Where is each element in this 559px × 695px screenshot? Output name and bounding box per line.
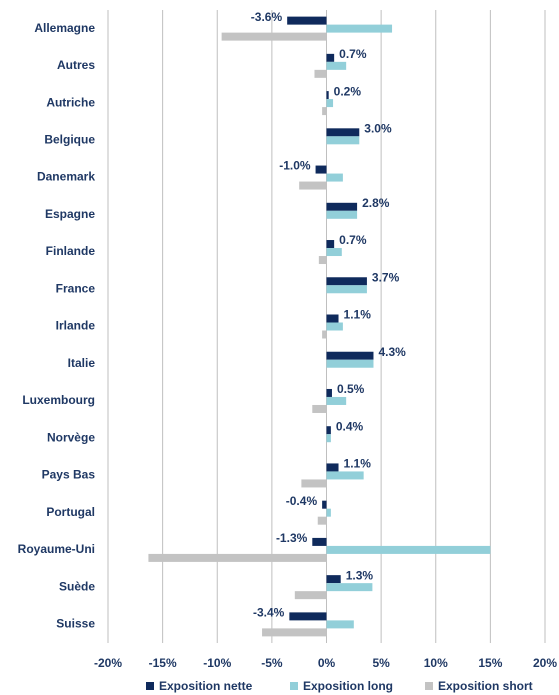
category-label: Finlande [46, 244, 96, 258]
bar [326, 61, 347, 70]
x-tick-label: 10% [424, 656, 448, 670]
bar [326, 351, 374, 360]
value-label: 0.4% [336, 419, 364, 433]
bar [326, 91, 329, 100]
bar [326, 285, 367, 294]
category-label: Espagne [45, 207, 95, 221]
x-tick-label: -20% [94, 656, 122, 670]
bar [326, 210, 358, 219]
category-label: Royaume-Uni [18, 542, 95, 556]
x-tick-label: -5% [261, 656, 283, 670]
category-label: Danemark [37, 170, 95, 184]
value-label: -1.0% [279, 159, 311, 173]
category-label: Irlande [56, 319, 96, 333]
value-label: 1.1% [344, 457, 372, 471]
x-tick-label: 5% [372, 656, 390, 670]
bar [326, 388, 332, 397]
category-label: Norvège [47, 430, 95, 444]
value-label: 2.8% [362, 196, 390, 210]
x-tick-label: -15% [149, 656, 177, 670]
bar [326, 583, 373, 592]
bar [326, 508, 331, 517]
bar [326, 99, 334, 108]
bar [326, 471, 364, 480]
bar [326, 545, 491, 554]
value-label: 0.2% [334, 84, 362, 98]
value-label: -0.4% [286, 494, 318, 508]
category-label: Allemagne [34, 21, 95, 35]
category-label: Portugal [46, 505, 95, 519]
bar [326, 396, 347, 405]
legend-swatch [290, 682, 298, 690]
bar [312, 404, 327, 413]
value-label: 0.7% [339, 47, 367, 61]
x-tick-label: 0% [318, 656, 336, 670]
bar [326, 173, 343, 182]
bar [301, 479, 327, 488]
bar [326, 248, 342, 257]
bar [326, 434, 331, 443]
bar [314, 69, 327, 78]
legend-label: Exposition long [303, 679, 393, 693]
value-label: -1.3% [276, 531, 308, 545]
bar [294, 591, 327, 600]
bar [326, 426, 331, 435]
value-label: 0.7% [339, 233, 367, 247]
bar [317, 516, 327, 525]
bar [322, 330, 327, 339]
value-label: 4.3% [378, 345, 406, 359]
legend-swatch [146, 682, 154, 690]
x-tick-label: 20% [533, 656, 557, 670]
bar [326, 463, 339, 472]
value-label: 1.1% [344, 308, 372, 322]
category-label: Italie [68, 356, 96, 370]
bar [326, 359, 374, 368]
bar [221, 32, 327, 41]
value-label: 0.5% [337, 382, 365, 396]
category-label: Autres [57, 58, 95, 72]
legend-label: Exposition short [438, 679, 533, 693]
value-label: -3.4% [253, 606, 285, 620]
category-label: Luxembourg [22, 393, 95, 407]
bar [326, 136, 360, 145]
value-label: -3.6% [251, 10, 283, 24]
bar [326, 575, 341, 584]
category-label: Pays Bas [42, 468, 96, 482]
value-label: 3.7% [372, 270, 400, 284]
bar [326, 277, 367, 286]
bar [326, 128, 360, 137]
category-label: France [56, 281, 96, 295]
legend-swatch [425, 682, 433, 690]
bar [322, 107, 327, 116]
bar [299, 181, 327, 190]
bar [326, 620, 354, 629]
bar [326, 202, 358, 211]
bar [262, 628, 327, 637]
value-label: 3.0% [364, 121, 392, 135]
bar [318, 256, 327, 265]
bar [289, 612, 327, 621]
bar [315, 165, 327, 174]
legend-label: Exposition nette [159, 679, 253, 693]
bar [326, 53, 335, 62]
category-label: Belgique [44, 132, 95, 146]
category-label: Autriche [46, 95, 95, 109]
x-tick-label: -10% [203, 656, 231, 670]
bar [326, 240, 335, 249]
category-label: Suède [59, 579, 95, 593]
category-label: Suisse [56, 617, 95, 631]
bar [322, 500, 327, 509]
bar [148, 553, 327, 562]
bar [312, 537, 327, 546]
x-tick-label: 15% [478, 656, 502, 670]
bar [326, 322, 343, 331]
bar [326, 314, 339, 323]
bar [326, 24, 393, 33]
bar [287, 16, 327, 25]
value-label: 1.3% [346, 568, 374, 582]
